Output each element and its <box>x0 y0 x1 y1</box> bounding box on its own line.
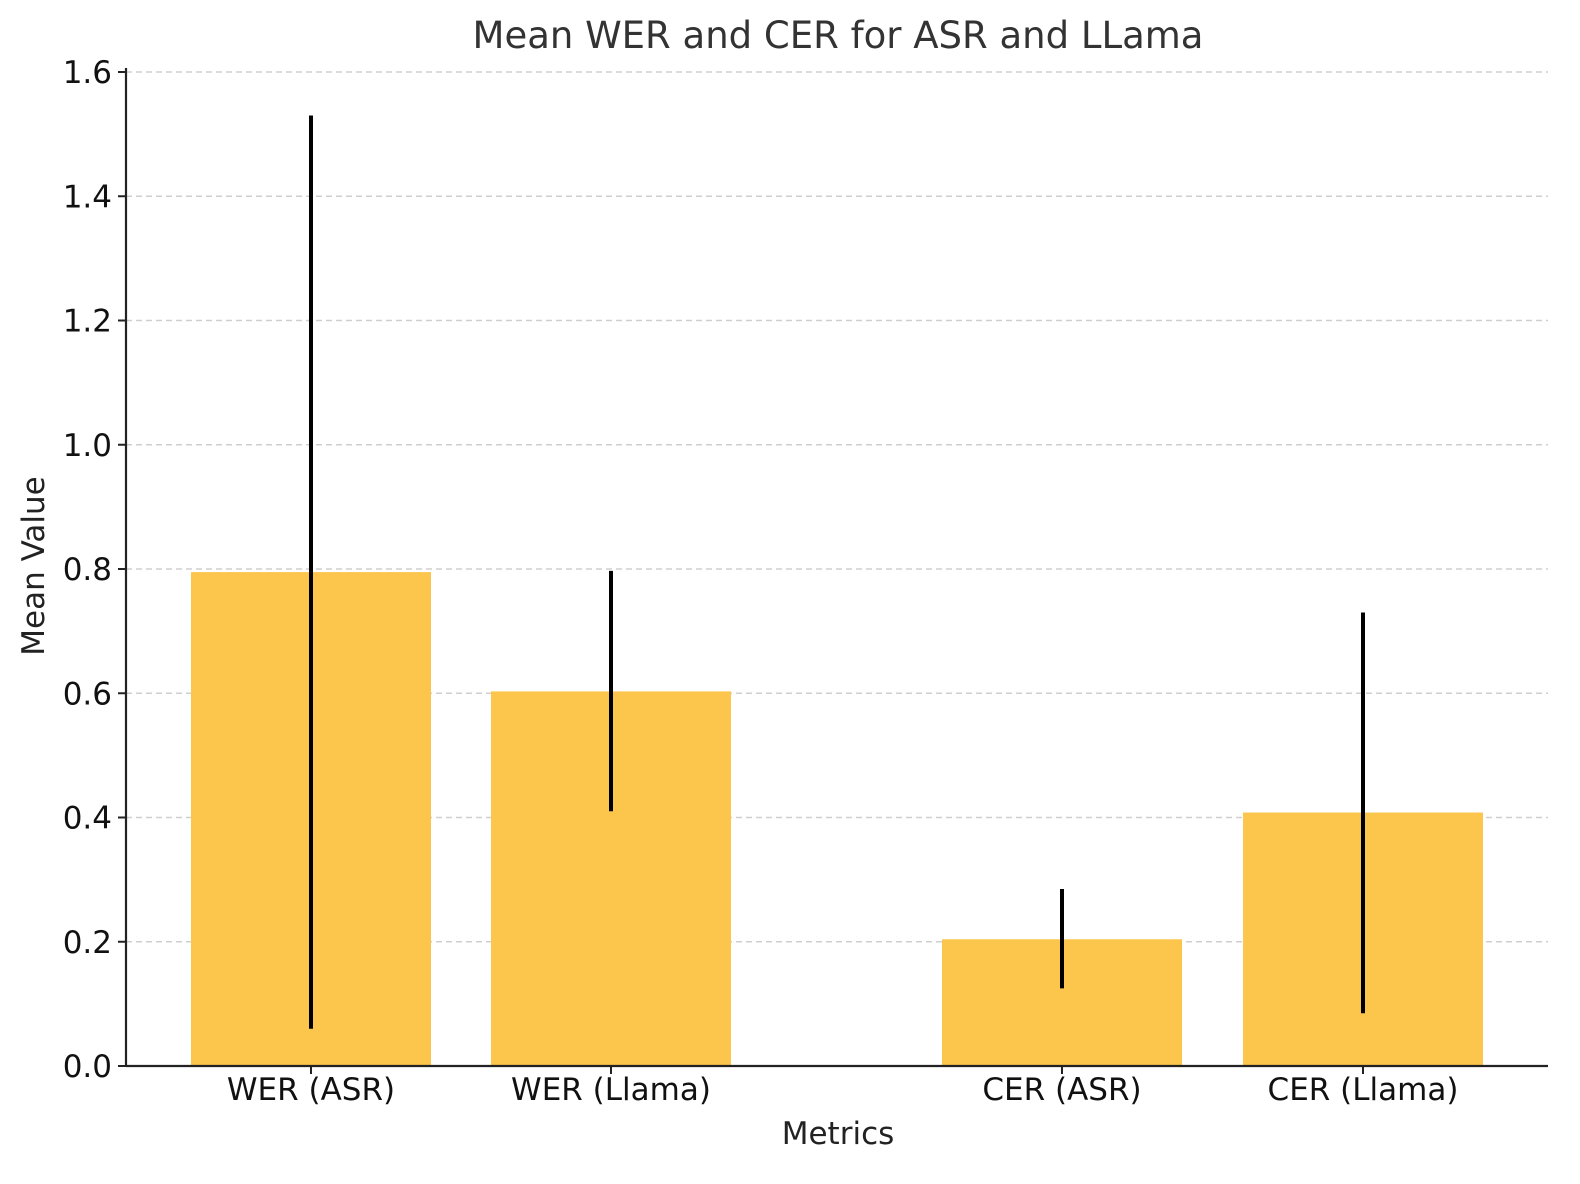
chart-title: Mean WER and CER for ASR and LLama <box>473 14 1204 57</box>
axes <box>118 68 1548 1074</box>
bars <box>191 572 1483 1066</box>
x-tick-label: WER (Llama) <box>511 1072 711 1108</box>
y-tick-label: 1.0 <box>63 428 112 464</box>
y-tick-label: 1.6 <box>63 55 112 91</box>
x-tick-label: WER (ASR) <box>227 1072 395 1108</box>
x-tick-label: CER (Llama) <box>1268 1072 1459 1108</box>
y-axis-label: Mean Value <box>16 476 52 655</box>
y-tick-label: 1.2 <box>63 304 112 340</box>
y-tick-label: 0.0 <box>63 1049 112 1085</box>
y-tick-label: 1.4 <box>63 179 112 215</box>
y-tick-label: 0.8 <box>63 552 112 588</box>
x-tick-label: CER (ASR) <box>982 1072 1141 1108</box>
x-tick-labels: WER (ASR) WER (Llama) CER (ASR) CER (Llama) <box>227 1072 1459 1108</box>
y-tick-label: 0.6 <box>63 676 112 712</box>
y-tick-labels: 0.0 0.2 0.4 0.6 0.8 1.0 1.2 1.4 1.6 <box>63 55 112 1085</box>
y-tick-label: 0.2 <box>63 925 112 961</box>
error-bars <box>309 115 1365 1029</box>
x-axis-label: Metrics <box>782 1116 895 1152</box>
y-tick-label: 0.4 <box>63 801 112 837</box>
